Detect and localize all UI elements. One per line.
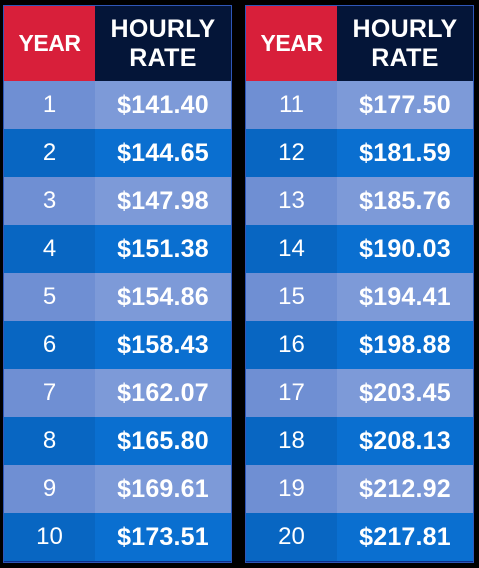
year-cell: 10 (4, 513, 95, 561)
rate-cell: $203.45 (337, 369, 473, 417)
year-cell: 13 (246, 177, 337, 225)
table-row: 1 $141.40 (4, 81, 231, 129)
table-row: 14 $190.03 (246, 225, 473, 273)
rate-cell: $158.43 (95, 321, 231, 369)
hourly-rate-header-line1: HOURLY (110, 14, 216, 43)
rate-cell: $169.61 (95, 465, 231, 513)
year-header: YEAR (4, 6, 95, 81)
hourly-rate-header: HOURLY RATE (337, 6, 473, 81)
table-row: 8 $165.80 (4, 417, 231, 465)
year-cell: 8 (4, 417, 95, 465)
rate-cell: $198.88 (337, 321, 473, 369)
table-row: 11 $177.50 (246, 81, 473, 129)
table-row: 2 $144.65 (4, 129, 231, 177)
table-row: 13 $185.76 (246, 177, 473, 225)
hourly-rate-header: HOURLY RATE (95, 6, 231, 81)
rate-cell: $141.40 (95, 81, 231, 129)
rate-cell: $190.03 (337, 225, 473, 273)
year-cell: 19 (246, 465, 337, 513)
table-header-row: YEAR HOURLY RATE (4, 6, 231, 81)
table-row: 16 $198.88 (246, 321, 473, 369)
year-cell: 14 (246, 225, 337, 273)
table-row: 3 $147.98 (4, 177, 231, 225)
table-row: 20 $217.81 (246, 513, 473, 561)
rate-table-left: YEAR HOURLY RATE 1 $141.40 2 $144.65 3 $147… (3, 5, 232, 563)
year-header: YEAR (246, 6, 337, 81)
rate-cell: $154.86 (95, 273, 231, 321)
rate-cell: $151.38 (95, 225, 231, 273)
table-header-row: YEAR HOURLY RATE (246, 6, 473, 81)
table-row: 6 $158.43 (4, 321, 231, 369)
year-cell: 2 (4, 129, 95, 177)
rate-cell: $177.50 (337, 81, 473, 129)
hourly-rate-header-line2: RATE (129, 43, 197, 72)
rate-cell: $194.41 (337, 273, 473, 321)
rate-cell: $165.80 (95, 417, 231, 465)
table-row: 17 $203.45 (246, 369, 473, 417)
year-cell: 3 (4, 177, 95, 225)
table-row: 18 $208.13 (246, 417, 473, 465)
rate-cell: $212.92 (337, 465, 473, 513)
rate-cell: $162.07 (95, 369, 231, 417)
year-cell: 11 (246, 81, 337, 129)
year-cell: 1 (4, 81, 95, 129)
rate-cell: $147.98 (95, 177, 231, 225)
year-cell: 12 (246, 129, 337, 177)
rate-cell: $181.59 (337, 129, 473, 177)
hourly-rate-header-line1: HOURLY (352, 14, 458, 43)
table-row: 5 $154.86 (4, 273, 231, 321)
year-cell: 18 (246, 417, 337, 465)
year-cell: 7 (4, 369, 95, 417)
right-table-body: 11 $177.50 12 $181.59 13 $185.76 14 $190.03 … (246, 81, 473, 561)
left-table-body: 1 $141.40 2 $144.65 3 $147.98 4 $151.38 5 $15… (4, 81, 231, 561)
year-cell: 5 (4, 273, 95, 321)
rate-cell: $185.76 (337, 177, 473, 225)
rate-cell: $217.81 (337, 513, 473, 561)
year-cell: 20 (246, 513, 337, 561)
year-cell: 6 (4, 321, 95, 369)
rate-cell: $208.13 (337, 417, 473, 465)
year-cell: 16 (246, 321, 337, 369)
year-cell: 9 (4, 465, 95, 513)
year-cell: 15 (246, 273, 337, 321)
table-row: 15 $194.41 (246, 273, 473, 321)
table-row: 12 $181.59 (246, 129, 473, 177)
hourly-rate-header-line2: RATE (371, 43, 439, 72)
table-row: 19 $212.92 (246, 465, 473, 513)
table-row: 10 $173.51 (4, 513, 231, 561)
rate-cell: $173.51 (95, 513, 231, 561)
rate-cell: $144.65 (95, 129, 231, 177)
year-cell: 4 (4, 225, 95, 273)
year-cell: 17 (246, 369, 337, 417)
rate-table-right: YEAR HOURLY RATE 11 $177.50 12 $181.59 13 $… (245, 5, 474, 563)
table-row: 9 $169.61 (4, 465, 231, 513)
table-row: 7 $162.07 (4, 369, 231, 417)
table-row: 4 $151.38 (4, 225, 231, 273)
